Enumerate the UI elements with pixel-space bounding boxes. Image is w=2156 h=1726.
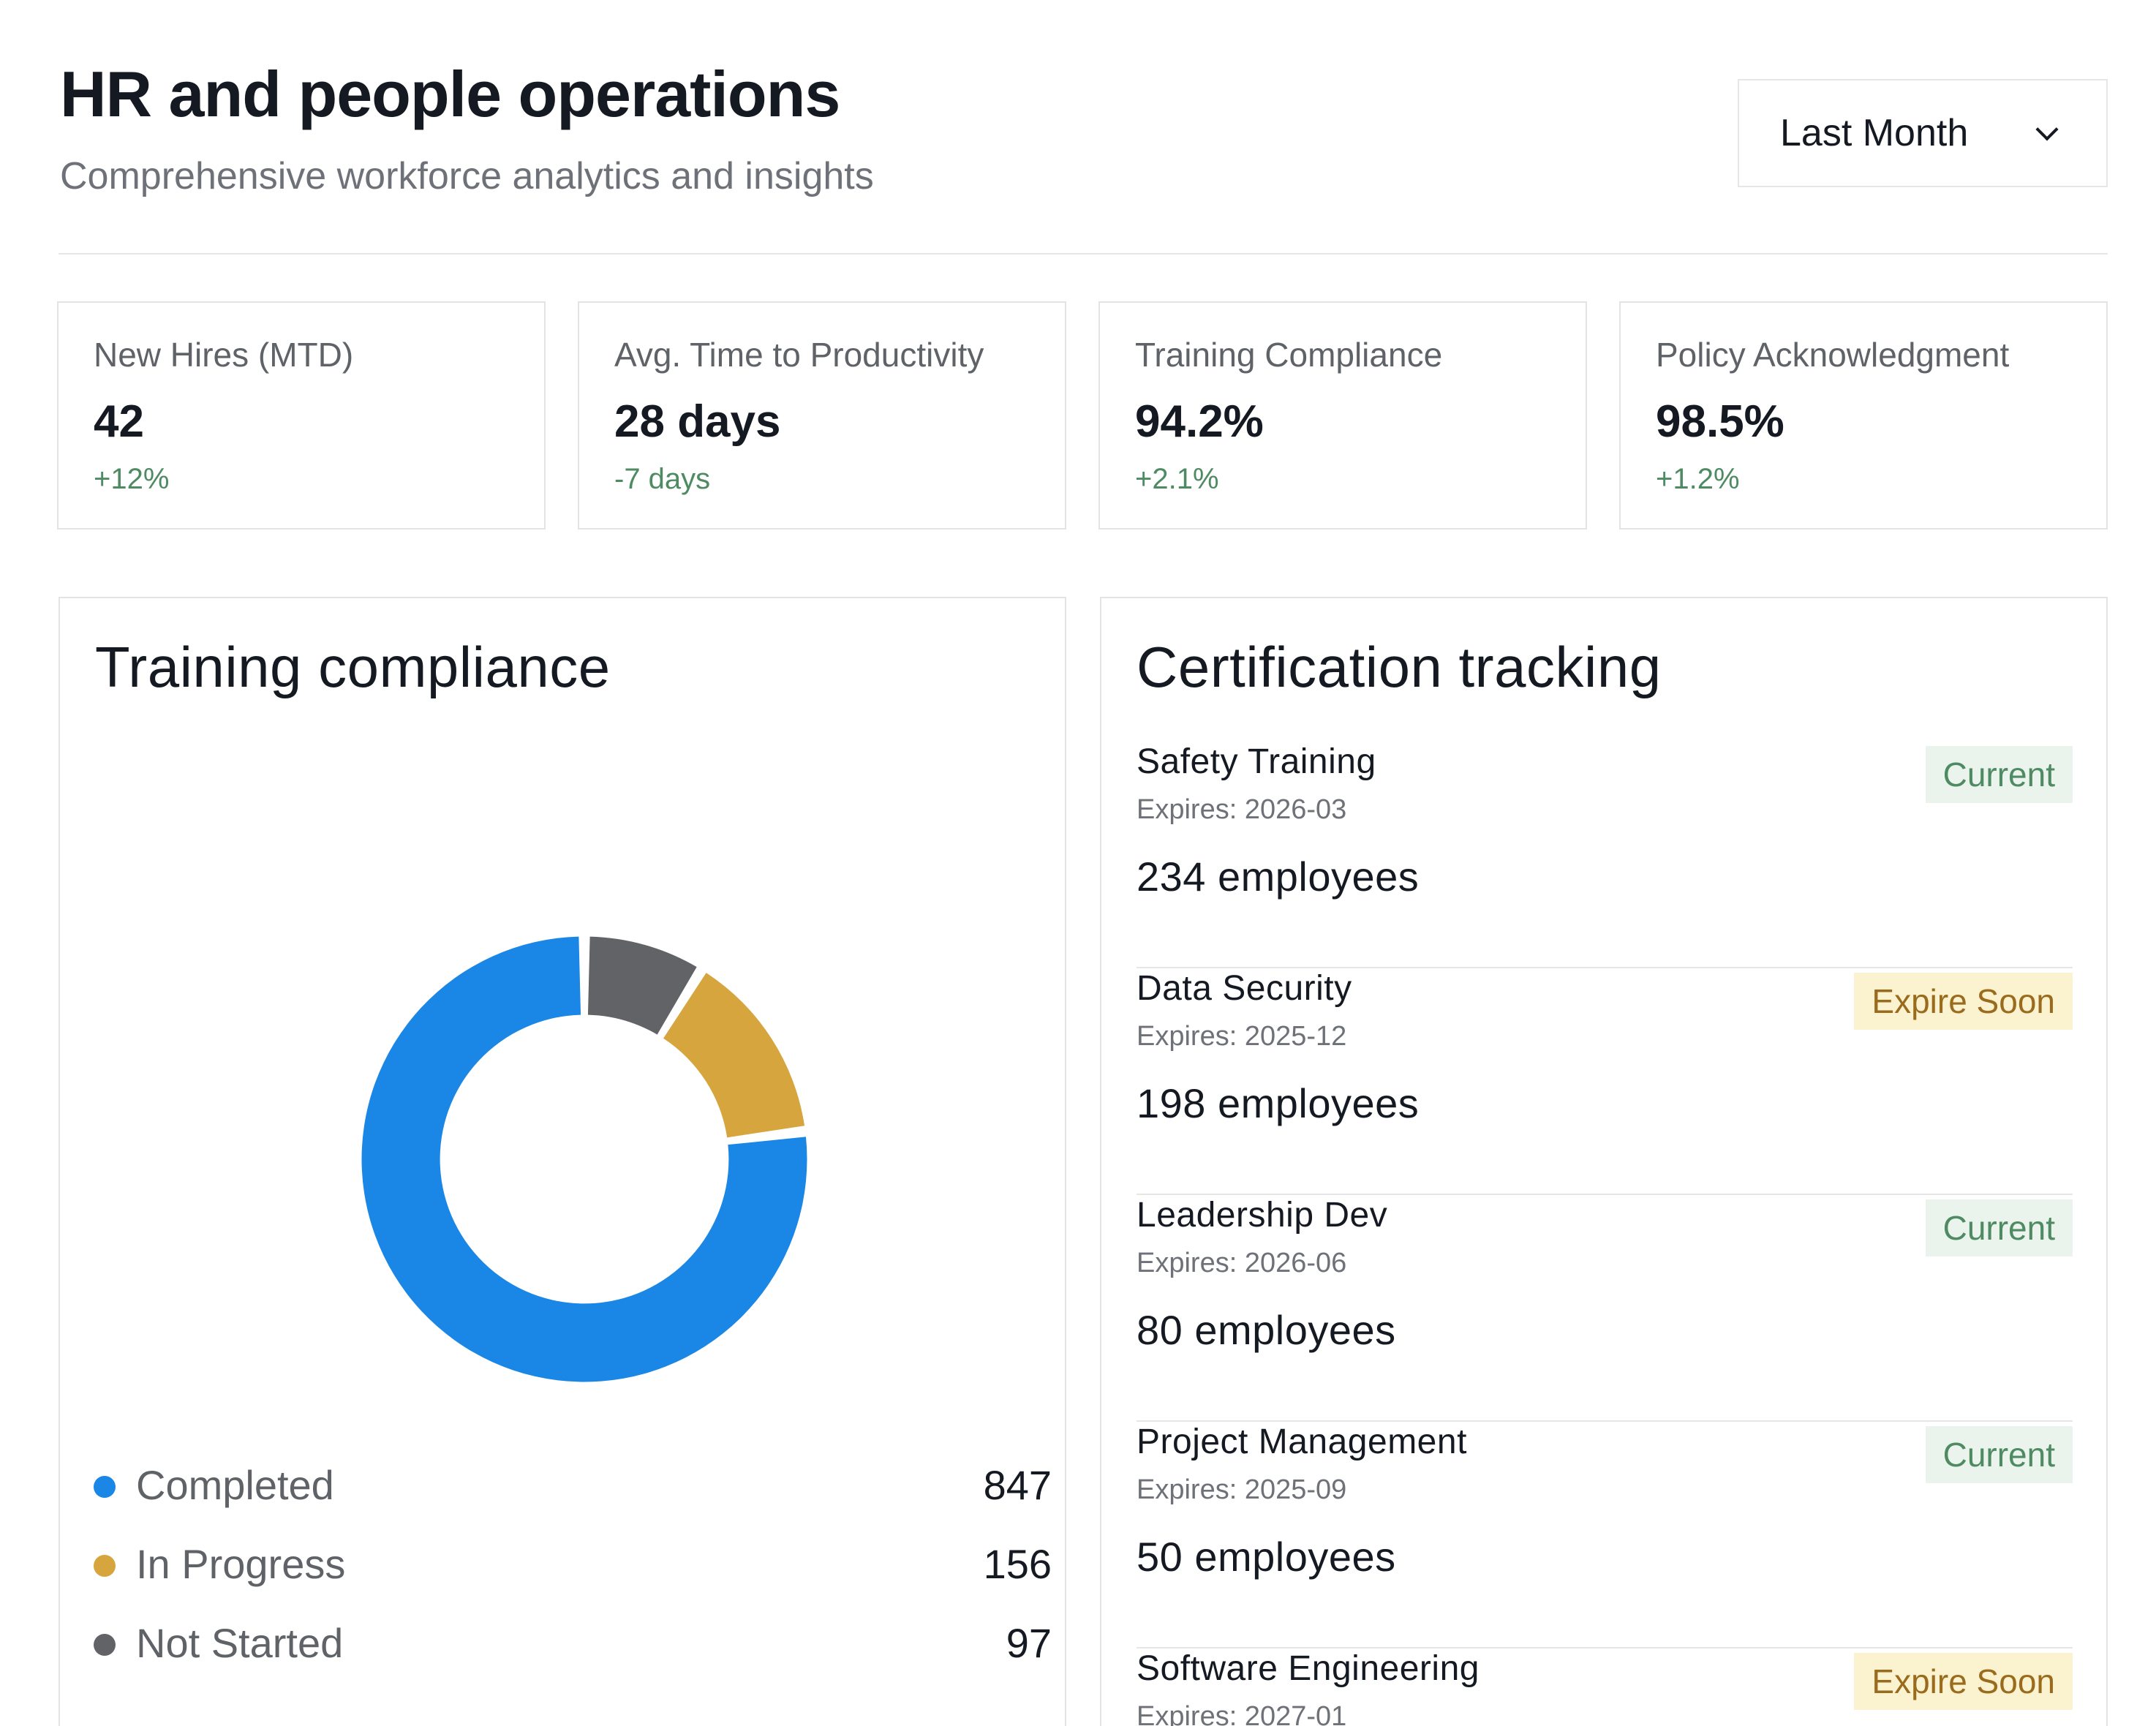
header-divider xyxy=(59,253,2108,255)
legend-swatch xyxy=(94,1476,116,1498)
kpi-label: New Hires (MTD) xyxy=(94,336,354,374)
page-subtitle: Comprehensive workforce analytics and in… xyxy=(60,155,874,197)
period-dropdown[interactable]: Last Month xyxy=(1738,79,2108,187)
certification-item[interactable]: Software Engineering Expires: 2027-01 Ex… xyxy=(1137,1648,2073,1726)
row-divider xyxy=(1137,1647,2073,1648)
training-compliance-panel: Training compliance Completed 847 In Pro… xyxy=(59,597,1066,1726)
kpi-card-training-compliance: Training Compliance 94.2% +2.1% xyxy=(1098,301,1587,530)
legend-item-in-progress: In Progress 156 xyxy=(94,1536,1052,1594)
status-badge: Current xyxy=(1925,1199,2073,1256)
kpi-card-new-hires: New Hires (MTD) 42 +12% xyxy=(57,301,546,530)
legend-value: 847 xyxy=(983,1462,1052,1508)
certification-count: 50 employees xyxy=(1137,1534,1396,1580)
training-donut-chart xyxy=(361,936,807,1382)
legend-swatch xyxy=(94,1555,116,1577)
legend-value: 97 xyxy=(1006,1620,1052,1666)
certification-name: Software Engineering xyxy=(1137,1649,1480,1688)
donut-slice-completed xyxy=(361,936,807,1382)
kpi-card-policy-acknowledgment: Policy Acknowledgment 98.5% +1.2% xyxy=(1619,301,2108,530)
certification-item[interactable]: Project Management Expires: 2025-09 50 e… xyxy=(1137,1422,2073,1648)
certification-count: 234 employees xyxy=(1137,853,1420,900)
legend-value: 156 xyxy=(983,1541,1052,1587)
row-divider xyxy=(1137,1420,2073,1422)
legend-item-not-started: Not Started 97 xyxy=(94,1615,1052,1673)
status-badge: Current xyxy=(1925,1426,2073,1483)
kpi-label: Policy Acknowledgment xyxy=(1656,336,2010,374)
certification-count: 80 employees xyxy=(1137,1307,1396,1353)
kpi-value: 94.2% xyxy=(1135,396,1264,448)
certification-expiry: Expires: 2026-06 xyxy=(1137,1248,1347,1278)
chevron-down-icon xyxy=(2035,118,2059,141)
kpi-value: 28 days xyxy=(614,396,781,448)
row-divider xyxy=(1137,1194,2073,1195)
row-divider xyxy=(1137,967,2073,968)
period-selected-value: Last Month xyxy=(1780,112,1969,154)
panel-title: Certification tracking xyxy=(1137,635,1662,699)
legend-label: In Progress xyxy=(136,1541,346,1587)
kpi-label: Training Compliance xyxy=(1135,336,1443,374)
status-badge: Expire Soon xyxy=(1854,1653,2073,1710)
kpi-delta: -7 days xyxy=(614,463,711,496)
kpi-delta: +12% xyxy=(94,463,170,496)
certification-item[interactable]: Data Security Expires: 2025-12 198 emplo… xyxy=(1137,968,2073,1195)
status-badge: Current xyxy=(1925,746,2073,803)
certification-expiry: Expires: 2025-09 xyxy=(1137,1474,1347,1505)
certification-item[interactable]: Safety Training Expires: 2026-03 234 emp… xyxy=(1137,742,2073,968)
certification-expiry: Expires: 2027-01 xyxy=(1137,1701,1347,1726)
certification-expiry: Expires: 2025-12 xyxy=(1137,1021,1347,1052)
kpi-card-time-to-productivity: Avg. Time to Productivity 28 days -7 day… xyxy=(578,301,1066,530)
donut-slice-not-started xyxy=(587,936,697,1035)
legend-label: Not Started xyxy=(136,1620,344,1666)
certification-name: Safety Training xyxy=(1137,742,1376,781)
kpi-delta: +2.1% xyxy=(1135,463,1219,496)
certification-tracking-panel: Certification tracking Safety Training E… xyxy=(1100,597,2108,1726)
certification-name: Leadership Dev xyxy=(1137,1196,1388,1235)
kpi-value: 42 xyxy=(94,396,144,448)
donut-slice-in-progress xyxy=(663,973,805,1138)
panel-title: Training compliance xyxy=(95,635,611,699)
status-badge: Expire Soon xyxy=(1854,973,2073,1030)
legend-label: Completed xyxy=(136,1462,334,1508)
legend-item-completed: Completed 847 xyxy=(94,1457,1052,1515)
certification-expiry: Expires: 2026-03 xyxy=(1137,794,1347,825)
certification-count: 198 employees xyxy=(1137,1080,1420,1126)
certification-name: Project Management xyxy=(1137,1422,1467,1461)
kpi-value: 98.5% xyxy=(1656,396,1784,448)
kpi-label: Avg. Time to Productivity xyxy=(614,336,984,374)
page-title: HR and people operations xyxy=(60,58,840,130)
certification-name: Data Security xyxy=(1137,969,1352,1008)
legend-swatch xyxy=(94,1634,116,1656)
certification-item[interactable]: Leadership Dev Expires: 2026-06 80 emplo… xyxy=(1137,1195,2073,1422)
kpi-delta: +1.2% xyxy=(1656,463,1740,496)
